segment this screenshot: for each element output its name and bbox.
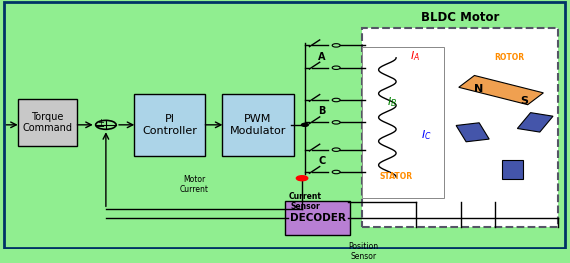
Text: $I_B$: $I_B$ — [388, 95, 397, 109]
Text: BLDC Motor: BLDC Motor — [421, 11, 499, 24]
Polygon shape — [518, 113, 553, 132]
FancyBboxPatch shape — [18, 99, 78, 146]
FancyBboxPatch shape — [222, 94, 294, 156]
Circle shape — [296, 176, 308, 181]
Text: DECODER: DECODER — [290, 213, 345, 223]
Polygon shape — [456, 123, 489, 142]
Polygon shape — [459, 75, 543, 105]
Text: S: S — [520, 96, 528, 106]
Text: $I_A$: $I_A$ — [410, 50, 420, 63]
Text: PI
Controller: PI Controller — [142, 114, 197, 136]
Text: B: B — [318, 106, 325, 116]
Text: −: − — [96, 122, 105, 132]
Text: Position
Sensor: Position Sensor — [348, 241, 378, 261]
Text: Motor
Current: Motor Current — [180, 175, 209, 194]
Text: ROTOR: ROTOR — [495, 53, 524, 62]
FancyBboxPatch shape — [362, 28, 558, 227]
Text: +: + — [97, 118, 104, 127]
Text: C: C — [318, 156, 325, 166]
FancyBboxPatch shape — [285, 201, 351, 235]
Text: Torque
Command: Torque Command — [23, 112, 72, 133]
Text: A: A — [318, 52, 325, 62]
FancyBboxPatch shape — [135, 94, 205, 156]
Text: Current
Sensor: Current Sensor — [288, 192, 321, 211]
FancyBboxPatch shape — [362, 47, 444, 198]
Text: $I_C$: $I_C$ — [421, 128, 432, 142]
Polygon shape — [502, 160, 523, 179]
Circle shape — [302, 123, 308, 126]
Text: PWM
Modulator: PWM Modulator — [230, 114, 286, 136]
Text: STATOR: STATOR — [379, 173, 413, 181]
Text: N: N — [474, 84, 483, 94]
